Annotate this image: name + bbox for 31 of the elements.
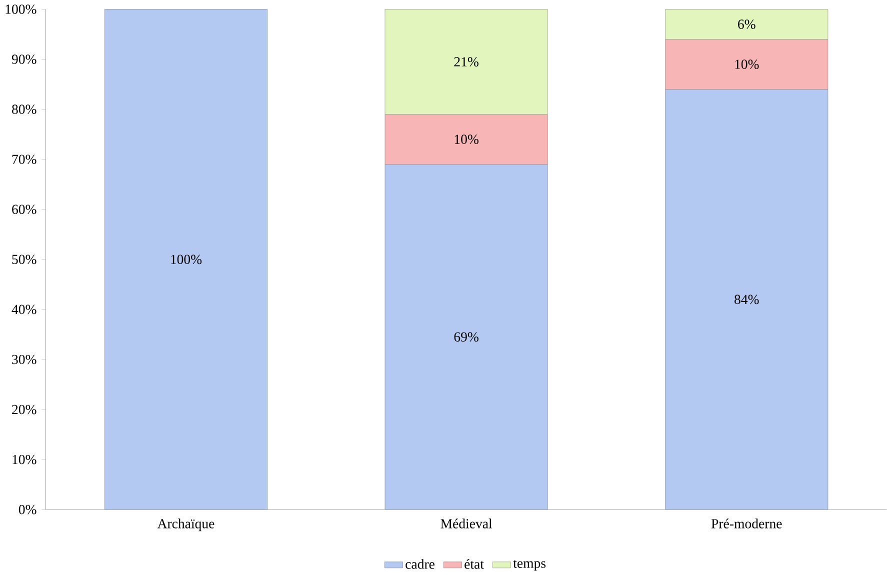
bar: [665, 89, 828, 510]
data-label: 69%: [454, 332, 478, 342]
bar: [665, 39, 828, 90]
y-tick-label: 50%: [12, 254, 36, 264]
x-tick-label: Pré-moderne: [711, 518, 782, 528]
y-tick-label: 90%: [12, 54, 36, 64]
y-tick-label: 70%: [12, 154, 36, 164]
bar: [104, 9, 268, 510]
data-label: 10%: [454, 134, 478, 144]
y-tick-label: 0%: [18, 504, 36, 514]
bar: [384, 164, 548, 510]
y-tick-label: 100%: [6, 4, 36, 14]
x-tick-label: Médieval: [440, 518, 492, 528]
bar: [665, 9, 828, 40]
y-tick-label: 60%: [12, 204, 36, 214]
legend-label: état: [464, 559, 484, 569]
x-tick-label: Archaïque: [157, 518, 214, 532]
y-tick-label: 80%: [12, 104, 36, 114]
data-label: 10%: [735, 60, 759, 69]
bar: [384, 114, 548, 165]
bar: [384, 9, 548, 115]
y-tick-label: 10%: [12, 454, 36, 464]
data-label: 21%: [454, 57, 478, 66]
y-tick-label: 20%: [12, 404, 36, 414]
y-tick-label: 40%: [12, 304, 36, 314]
data-label: 100%: [171, 254, 202, 264]
data-label: 84%: [734, 294, 759, 304]
legend-label: temps: [513, 560, 546, 571]
data-label: 6%: [738, 20, 756, 29]
y-tick-label: 30%: [12, 354, 36, 364]
legend-label: cadre: [406, 559, 434, 569]
